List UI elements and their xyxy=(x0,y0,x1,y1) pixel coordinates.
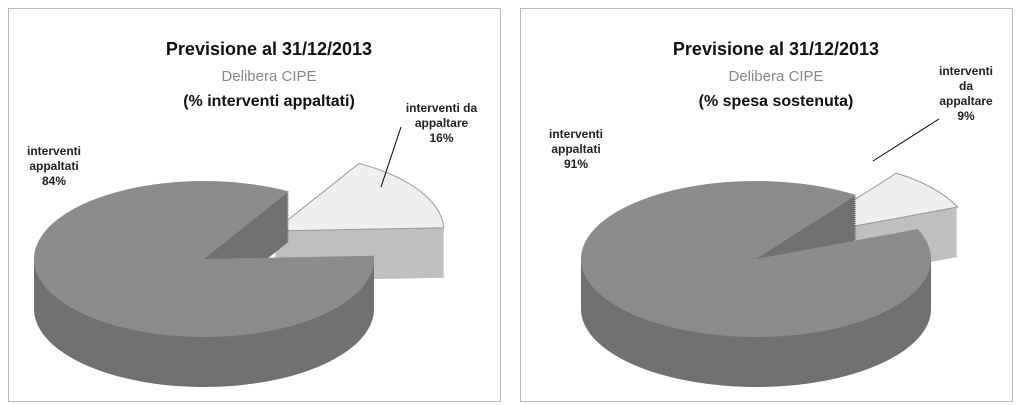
pie-slice xyxy=(581,180,931,337)
value-label: 16% xyxy=(429,131,454,145)
value-label: 9% xyxy=(957,109,975,123)
chart-subtitle: Delibera CIPE xyxy=(728,68,823,85)
chart: Previsione al 31/12/2013 Delibera CIPE (% … xyxy=(34,39,445,387)
chart-panel: Previsione al 31/12/2013 Delibera CIPE (% … xyxy=(520,8,1013,402)
slice-label: interventi appaltati 91% xyxy=(536,127,616,172)
chart-subtitle: Delibera CIPE xyxy=(221,68,316,85)
chart-subtitle: (% spesa sostenuta) xyxy=(699,93,854,110)
category-label: interventi appaltati xyxy=(26,144,81,173)
chart-title: Previsione al 31/12/2013 xyxy=(166,39,372,59)
category-label: interventi da appaltare xyxy=(405,101,478,130)
slice-label: interventi appaltati 84% xyxy=(14,144,94,189)
slice-label: interventi da appaltare 9% xyxy=(931,64,1001,124)
value-label: 84% xyxy=(41,174,67,188)
chart: Previsione al 31/12/2013 Delibera CIPE (% … xyxy=(581,39,959,387)
value-label: 91% xyxy=(563,157,589,171)
chart-panel: Previsione al 31/12/2013 Delibera CIPE (% … xyxy=(8,8,501,402)
slice-label: interventi da appaltare 16% xyxy=(394,101,489,146)
pie-slice xyxy=(272,162,445,232)
chart-subtitle: (% interventi appaltati) xyxy=(183,93,355,110)
category-label: interventi da appaltare xyxy=(938,64,993,108)
leader-line xyxy=(380,126,402,188)
pie-slice xyxy=(34,181,374,338)
leader-line xyxy=(872,118,940,162)
category-label: interventi appaltati xyxy=(548,127,603,156)
chart-title: Previsione al 31/12/2013 xyxy=(673,39,879,59)
